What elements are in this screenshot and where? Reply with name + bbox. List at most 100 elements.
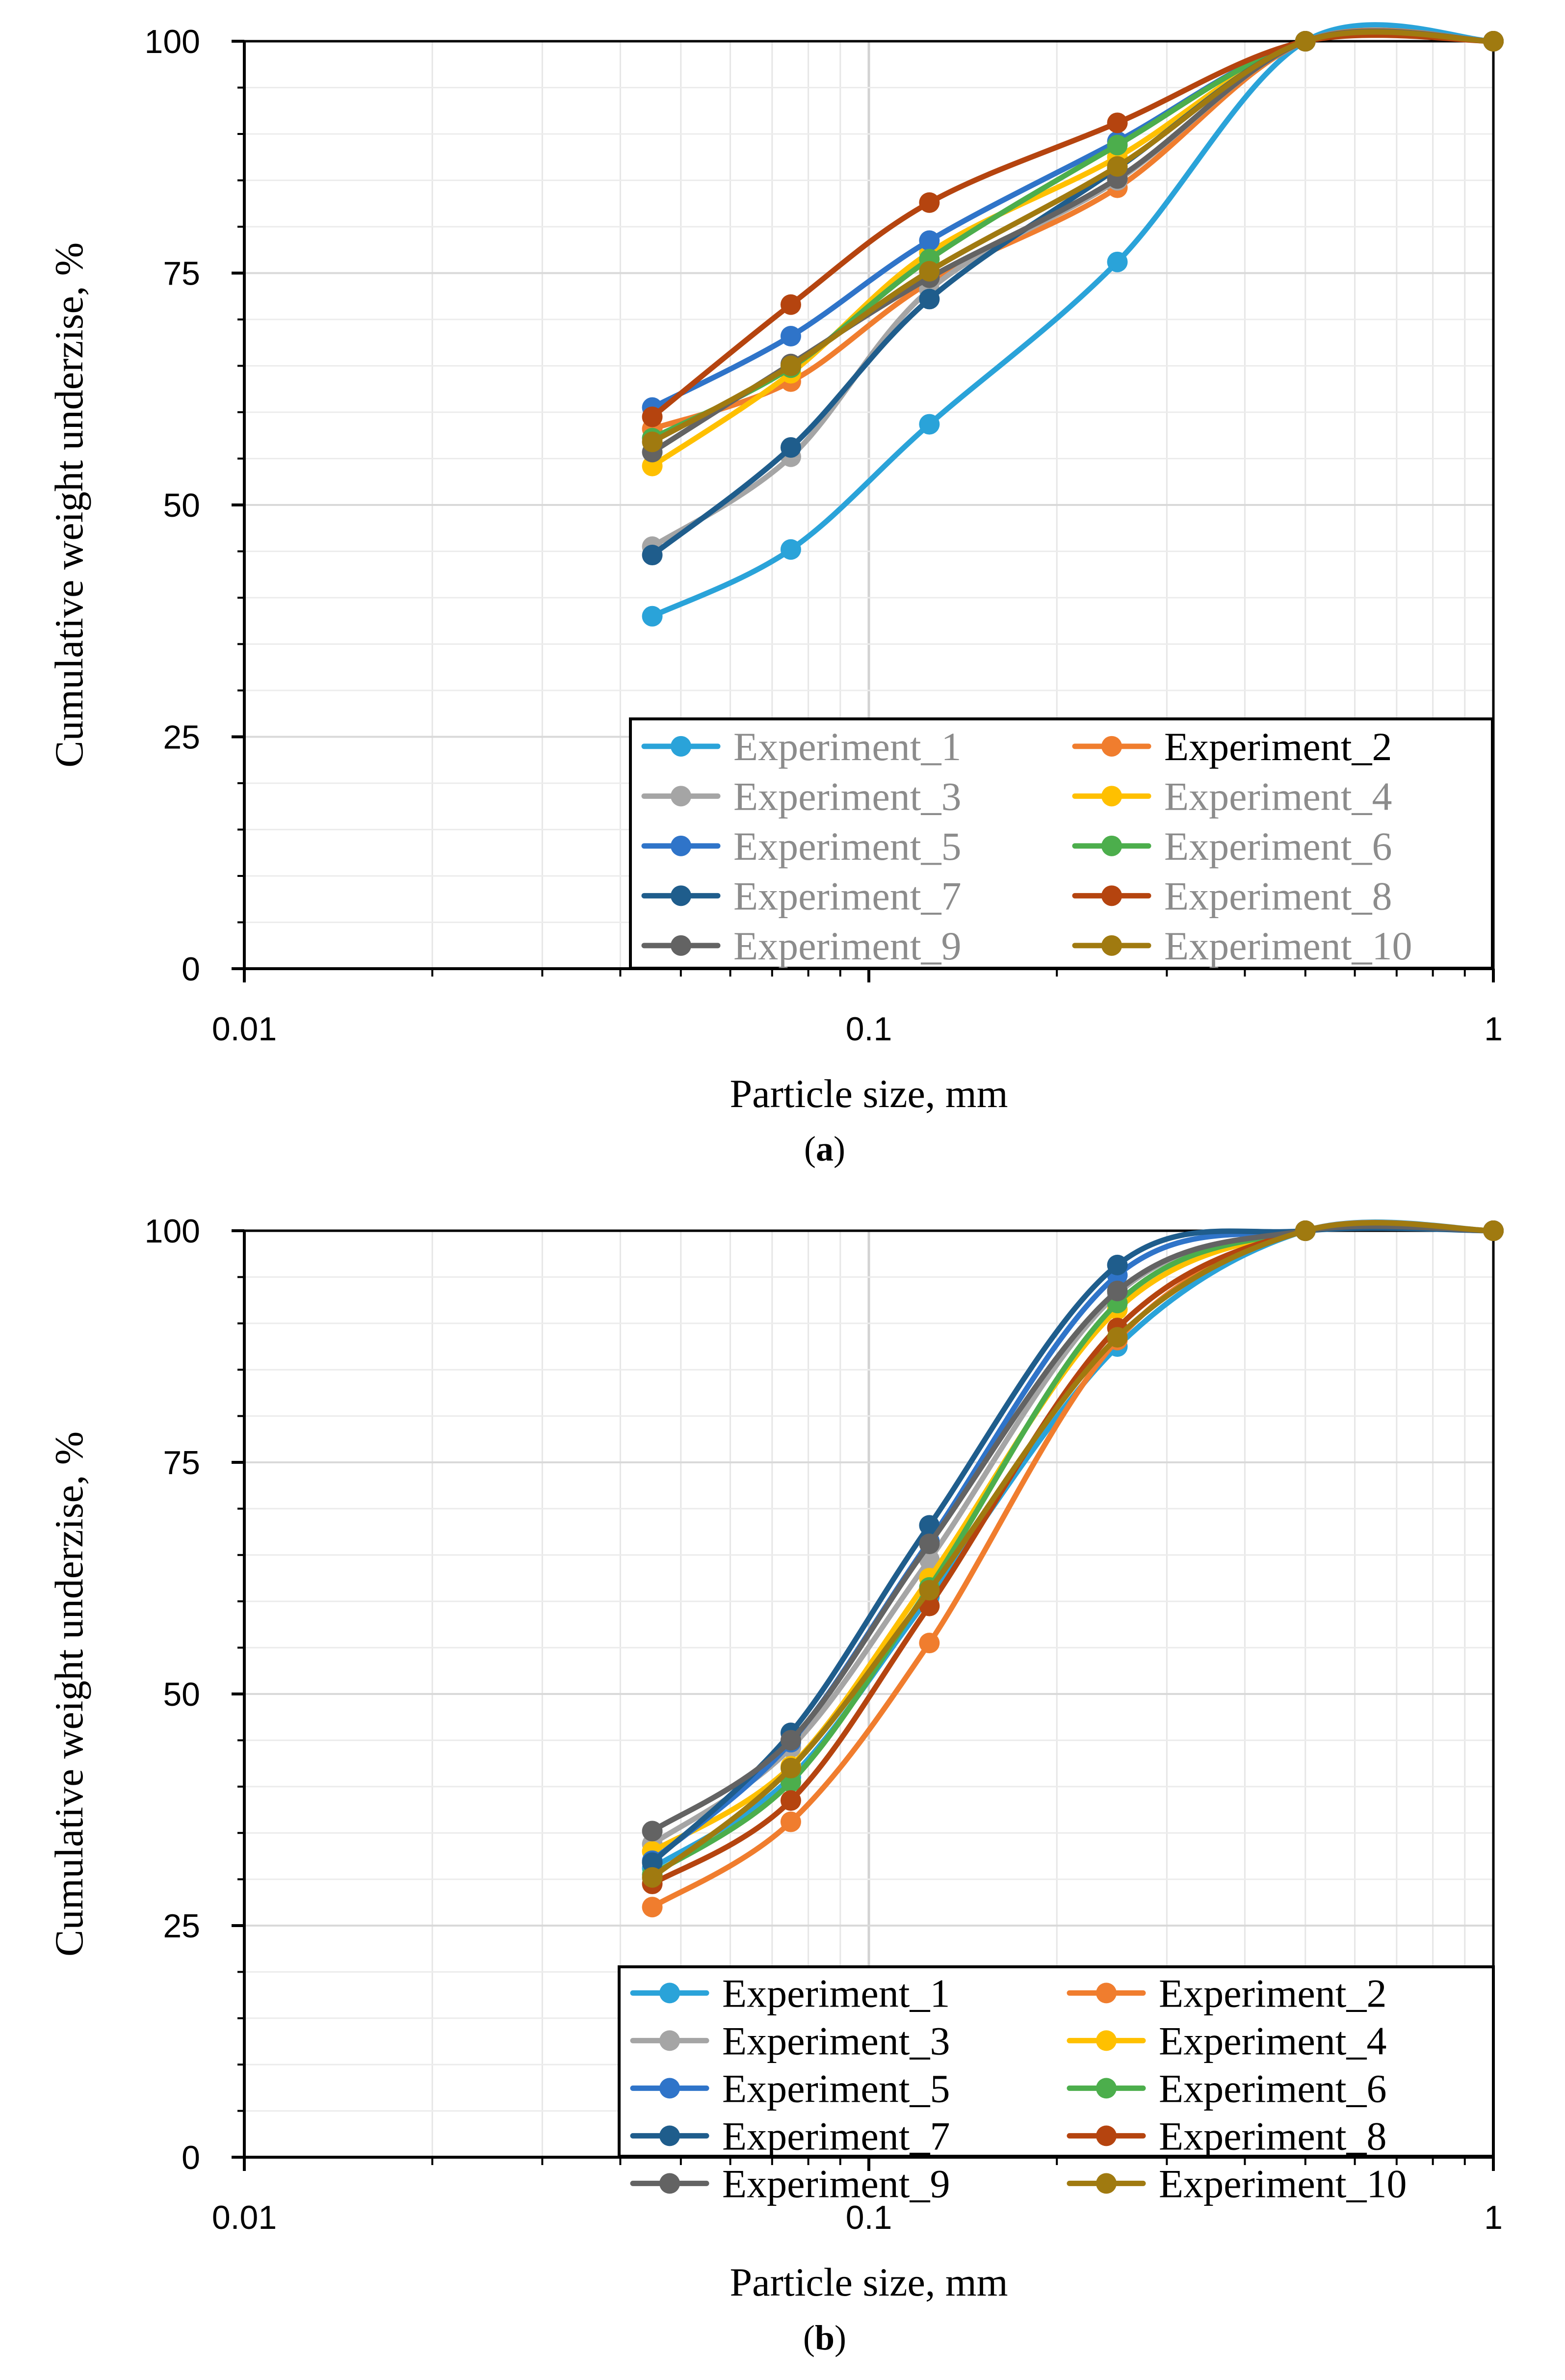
- legend-entry: Experiment_2: [1067, 1971, 1387, 2015]
- data-point: [919, 192, 940, 213]
- legend-label: Experiment_10: [1164, 924, 1412, 968]
- legend-label: Experiment_7: [733, 873, 962, 918]
- data-point: [919, 1515, 940, 1536]
- legend-marker: [1096, 2030, 1117, 2051]
- legend-label: Experiment_2: [1164, 724, 1392, 769]
- data-point: [642, 606, 663, 627]
- data-point: [780, 1730, 801, 1751]
- series-experiment-8: [642, 31, 1504, 427]
- chart-panel-a: 0 25 50 75 100 0.01 0.1 1 Particle size, mm Cumul…: [47, 22, 1504, 1168]
- y-tick-label: 75: [163, 1444, 200, 1481]
- legend-label: Experiment_1: [733, 724, 962, 769]
- chart-panel-b: 0 25 50 75 100 0.01 0.1 1 Particle size, mm Cumul…: [47, 1213, 1504, 2357]
- legend-marker: [671, 786, 691, 807]
- legend-label: Experiment_3: [722, 2018, 950, 2063]
- legend-entry: Experiment_10: [1072, 924, 1412, 968]
- series-line: [650, 30, 1496, 441]
- legend-entry: Experiment_5: [630, 2066, 950, 2111]
- legend-marker: [1096, 2173, 1117, 2194]
- y-tick-label: 25: [163, 1907, 200, 1945]
- data-point: [1483, 1220, 1504, 1241]
- series-group: [642, 22, 1504, 627]
- legend-label: Experiment_6: [1164, 824, 1392, 869]
- legend-entry: Experiment_3: [641, 774, 962, 819]
- legend-entry: Experiment_4: [1067, 2018, 1387, 2063]
- data-point: [780, 1758, 801, 1779]
- data-point: [919, 230, 940, 251]
- y-axis-title: Cumulative weight underzise, %: [47, 242, 91, 767]
- data-point: [919, 1580, 940, 1601]
- legend-marker: [1096, 2078, 1117, 2099]
- series-experiment-1: [642, 22, 1504, 627]
- data-point: [1295, 31, 1316, 52]
- data-point: [780, 355, 801, 376]
- legend-label: Experiment_8: [1164, 873, 1392, 918]
- legend-label: Experiment_4: [1159, 2018, 1387, 2063]
- x-axis-title: Particle size, mm: [730, 1071, 1008, 1116]
- caption-paren-close: ): [834, 1129, 845, 1168]
- legend-label: Experiment_7: [722, 2114, 950, 2158]
- legend-entry: Experiment_4: [1072, 774, 1392, 819]
- legend-label: Experiment_5: [733, 824, 962, 869]
- legend-label: Experiment_3: [733, 774, 962, 819]
- y-tick-label: 100: [145, 23, 200, 60]
- x-tick-label: 1: [1484, 1010, 1503, 1048]
- legend-marker: [1101, 885, 1122, 906]
- legend-marker: [1101, 835, 1122, 856]
- data-point: [1107, 134, 1128, 156]
- series-line: [650, 29, 1496, 558]
- data-point: [642, 1867, 663, 1888]
- legend-entry: Experiment_8: [1067, 2114, 1387, 2158]
- data-point: [919, 1534, 940, 1555]
- data-point: [1107, 156, 1128, 177]
- x-tick-label: 0.1: [846, 1010, 892, 1048]
- series-experiment-10: [642, 1220, 1504, 1888]
- series-experiment-5: [642, 1220, 1504, 1871]
- legend: Experiment_1 Experiment_2 Experiment_3 Expe…: [629, 717, 1494, 970]
- data-point: [780, 437, 801, 458]
- data-point: [1295, 1220, 1316, 1241]
- legend-entry: Experiment_6: [1072, 824, 1392, 869]
- series-experiment-7: [642, 1220, 1504, 1873]
- legend-entry: Experiment_9: [630, 2161, 950, 2206]
- legend-marker: [659, 2078, 680, 2099]
- legend-label: Experiment_9: [733, 924, 962, 968]
- data-point: [1107, 251, 1128, 272]
- x-tick-label: 1: [1484, 2199, 1503, 2236]
- caption-letter: a: [816, 1129, 834, 1168]
- legend-label: Experiment_9: [722, 2161, 950, 2206]
- series-line: [650, 22, 1496, 619]
- legend-marker: [671, 935, 691, 956]
- series-experiment-9: [642, 28, 1504, 463]
- data-point: [780, 539, 801, 560]
- legend-marker: [1101, 935, 1122, 956]
- data-point: [642, 1821, 663, 1842]
- y-tick-label: 75: [163, 255, 200, 292]
- series-experiment-10: [642, 29, 1504, 452]
- data-point: [780, 326, 801, 347]
- data-point: [919, 261, 940, 282]
- legend-marker: [659, 1983, 680, 2004]
- y-tick-label: 50: [163, 487, 200, 524]
- legend-entry: Experiment_9: [641, 924, 962, 968]
- data-point: [642, 1897, 663, 1918]
- legend-marker: [671, 885, 691, 906]
- series-experiment-4: [642, 30, 1504, 476]
- legend-entry: Experiment_1: [630, 1971, 950, 2015]
- legend-label: Experiment_8: [1159, 2114, 1387, 2158]
- legend-label: Experiment_1: [722, 1971, 950, 2015]
- data-point: [1107, 1280, 1128, 1301]
- legend-entry: Experiment_6: [1067, 2066, 1387, 2111]
- data-point: [919, 289, 940, 310]
- legend-marker: [671, 835, 691, 856]
- legend-entry: Experiment_7: [641, 873, 962, 918]
- series-experiment-3: [642, 28, 1504, 557]
- legend-marker: [1101, 786, 1122, 807]
- x-tick-label: 0.1: [846, 2199, 892, 2236]
- x-axis-title: Particle size, mm: [730, 2260, 1008, 2304]
- x-tick-label: 0.01: [212, 2199, 277, 2236]
- data-point: [919, 1633, 940, 1654]
